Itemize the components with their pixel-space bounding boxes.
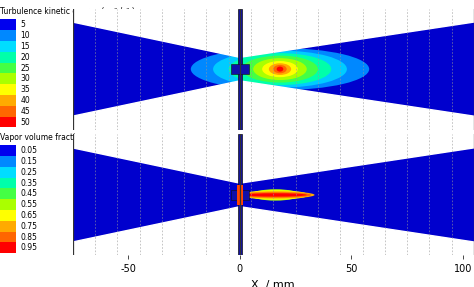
Bar	[0, 117, 17, 127]
Text: 0.35: 0.35	[20, 179, 37, 187]
Bar	[0, 221, 17, 232]
Polygon shape	[73, 81, 474, 130]
Bar	[0, 52, 17, 63]
Bar	[231, 64, 249, 74]
Polygon shape	[73, 207, 474, 255]
Ellipse shape	[240, 192, 311, 198]
Text: 5: 5	[20, 20, 25, 29]
Text: 50: 50	[20, 118, 30, 127]
Bar	[0, 84, 17, 95]
Ellipse shape	[244, 193, 307, 197]
Bar	[0, 178, 17, 189]
Text: 0.55: 0.55	[20, 200, 37, 209]
Bar	[0, 73, 17, 84]
Ellipse shape	[242, 56, 318, 83]
Bar	[231, 190, 249, 200]
Polygon shape	[73, 9, 474, 57]
Text: 10: 10	[20, 31, 30, 40]
Bar	[0, 95, 17, 106]
Ellipse shape	[228, 53, 331, 85]
Text: 0.15: 0.15	[20, 157, 37, 166]
Text: 45: 45	[20, 107, 30, 116]
Text: Turbulence kinetic energy ( m² /s² ): Turbulence kinetic energy ( m² /s² )	[0, 7, 135, 16]
Text: 25: 25	[20, 63, 30, 73]
Text: 0.65: 0.65	[20, 211, 37, 220]
Ellipse shape	[237, 191, 315, 199]
Text: Vapor volume fraction: Vapor volume fraction	[0, 133, 85, 142]
Bar	[0, 232, 17, 243]
Ellipse shape	[277, 67, 283, 72]
Bar	[237, 185, 243, 205]
Bar	[0, 20, 17, 30]
Text: 40: 40	[20, 96, 30, 105]
Ellipse shape	[242, 190, 309, 200]
Ellipse shape	[273, 65, 287, 73]
Text: 20: 20	[20, 53, 30, 62]
Ellipse shape	[262, 61, 298, 77]
Ellipse shape	[253, 58, 307, 80]
Text: 0.75: 0.75	[20, 222, 37, 231]
Text: 35: 35	[20, 85, 30, 94]
Text: 0.45: 0.45	[20, 189, 37, 198]
Bar	[0, 30, 17, 41]
Bar	[0, 199, 17, 210]
Text: 0.05: 0.05	[20, 146, 37, 155]
Bar	[0, 243, 17, 253]
Text: 15: 15	[20, 42, 30, 51]
X-axis label: X  / mm: X / mm	[252, 280, 295, 287]
Bar	[0, 189, 17, 199]
Ellipse shape	[251, 189, 300, 201]
Bar	[0, 145, 17, 156]
Text: 0.85: 0.85	[20, 232, 37, 242]
Bar	[0, 106, 17, 117]
Bar	[0, 167, 17, 178]
Text: 0.95: 0.95	[20, 243, 37, 252]
Text: 0.25: 0.25	[20, 168, 37, 177]
Ellipse shape	[269, 63, 291, 75]
Bar	[0, 63, 17, 73]
Bar	[237, 9, 242, 130]
Polygon shape	[73, 134, 474, 183]
Bar	[0, 41, 17, 52]
Bar	[237, 134, 242, 255]
Bar	[0, 156, 17, 167]
Text: 30: 30	[20, 74, 30, 83]
Ellipse shape	[191, 48, 369, 90]
Ellipse shape	[213, 51, 347, 88]
Bar	[0, 210, 17, 221]
